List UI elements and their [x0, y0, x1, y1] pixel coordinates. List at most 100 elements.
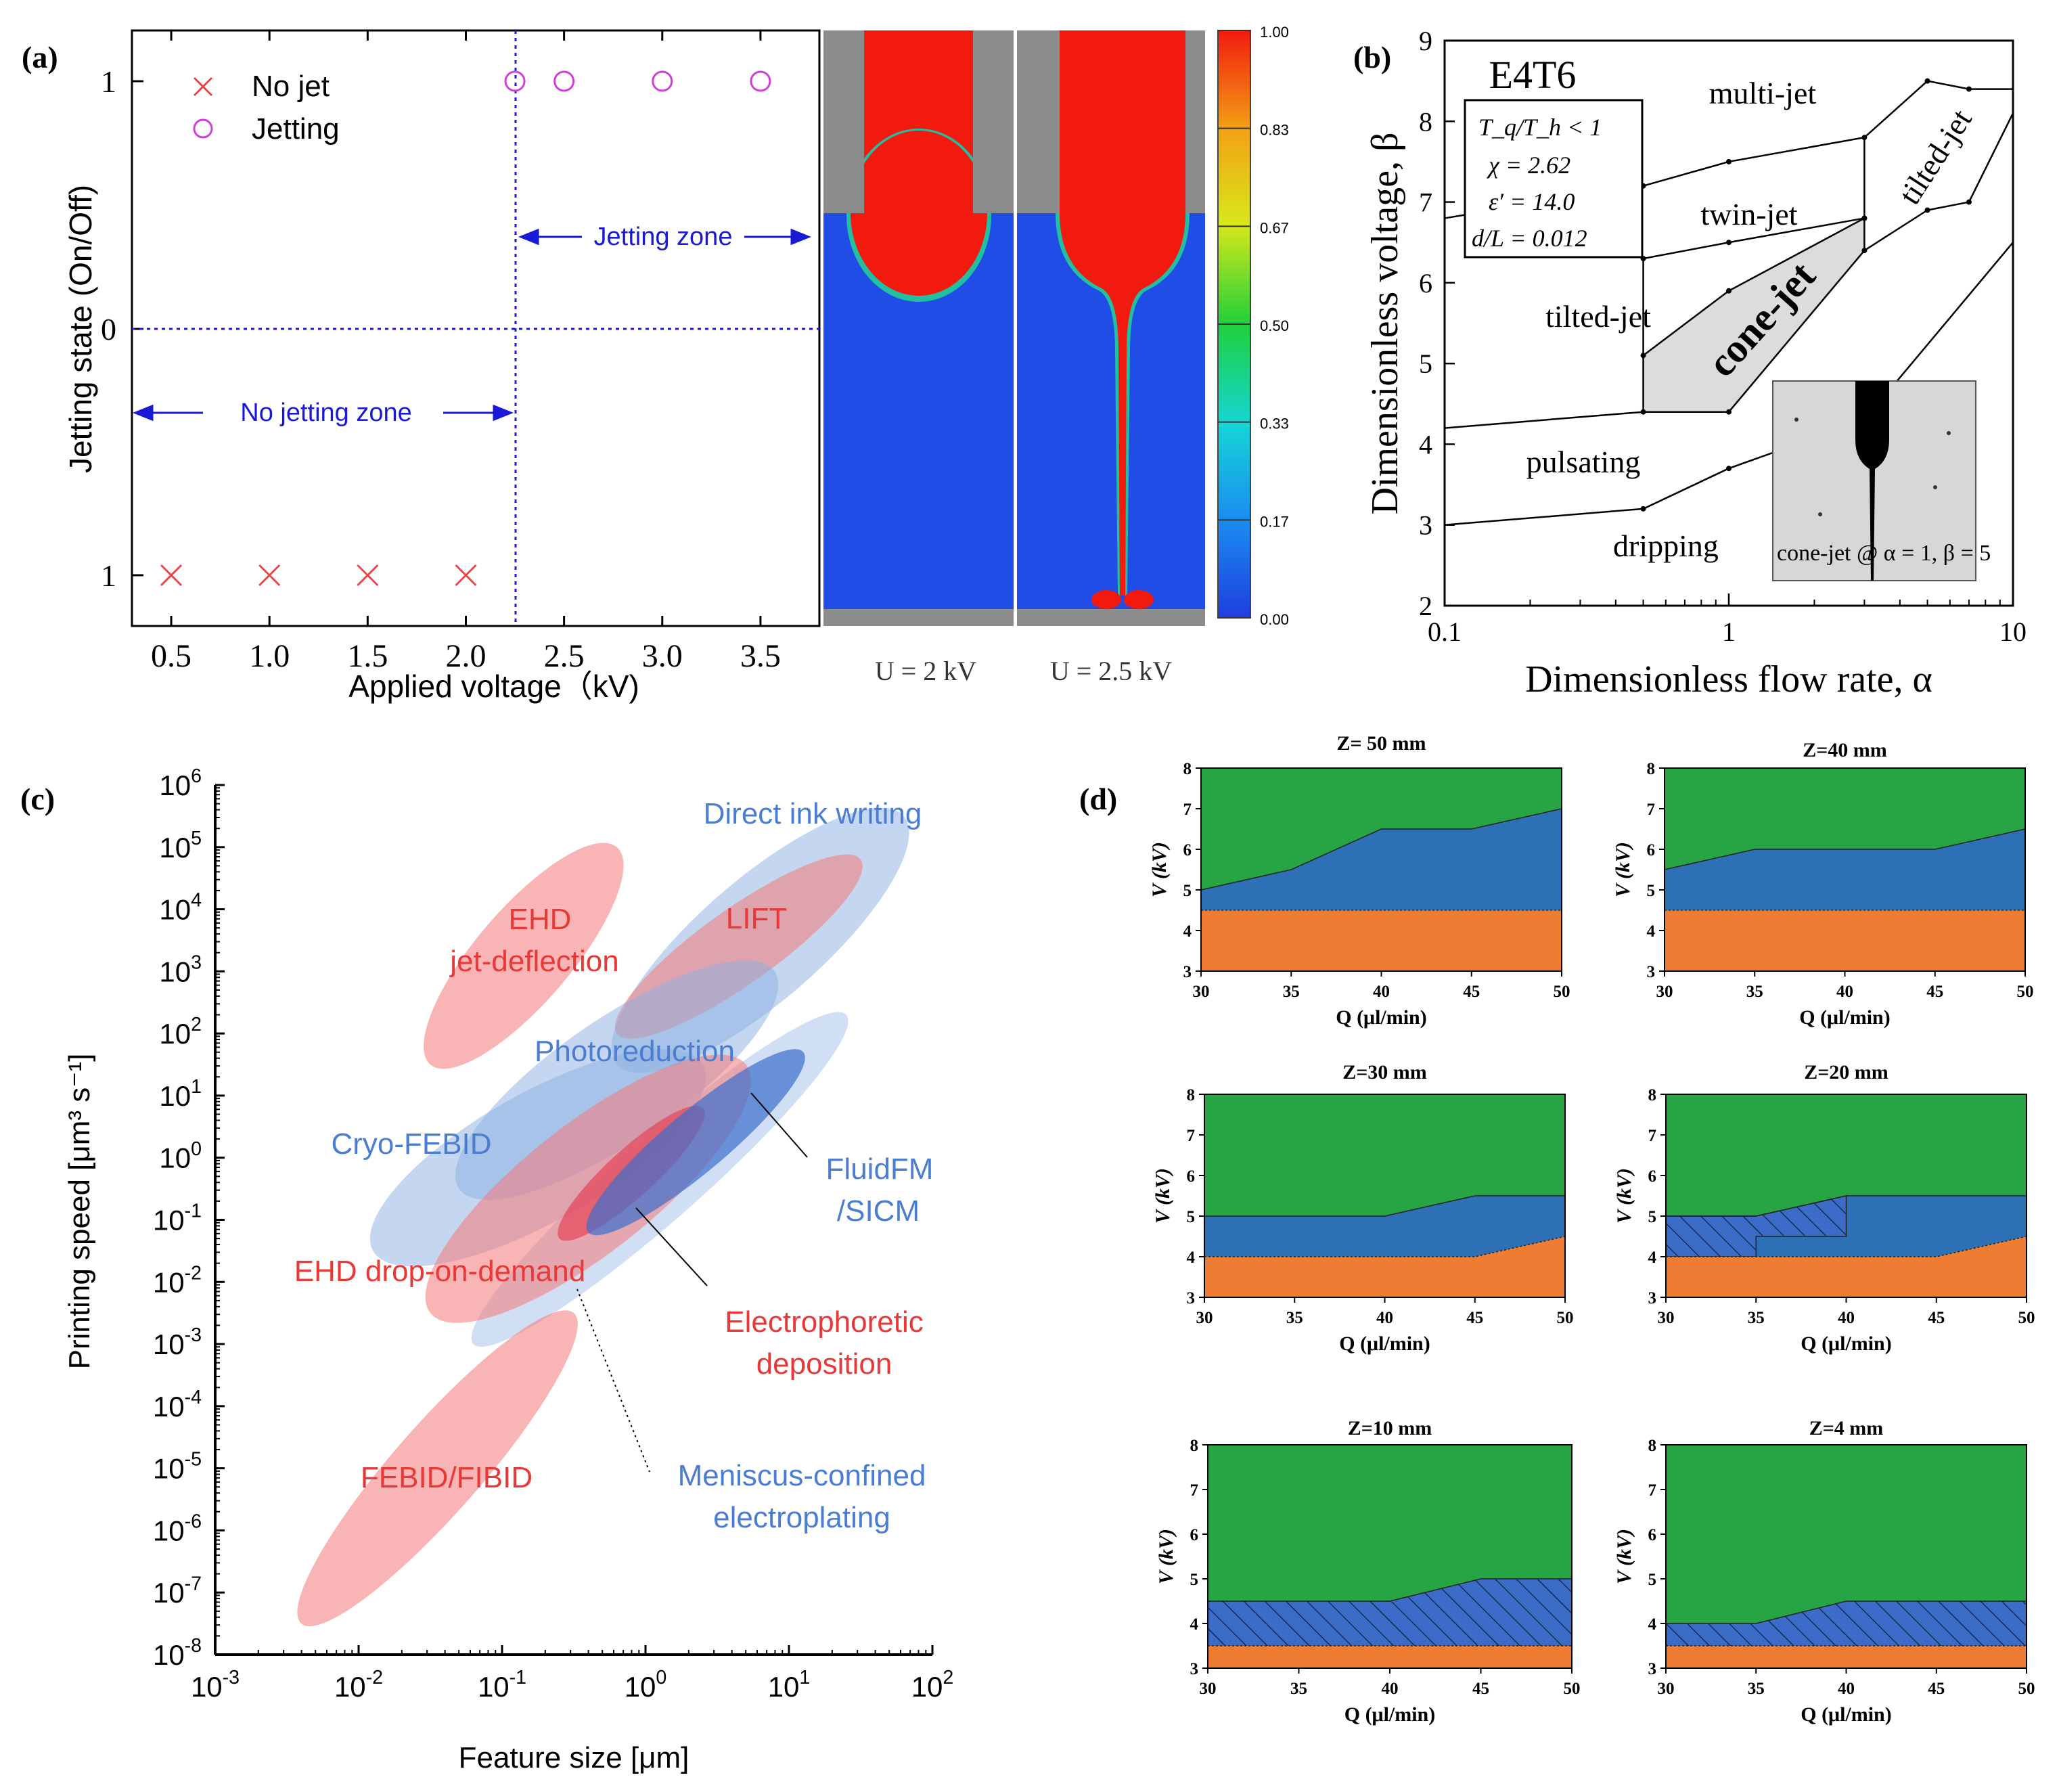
dripping-region	[1201, 910, 1562, 971]
phase-map-title: Z=40 mm	[1803, 739, 1887, 761]
panel-b-y-label: Dimensionless voltage, β	[1364, 132, 1406, 514]
label-cryo-febid: Cryo-FEBID	[331, 1127, 491, 1161]
y-tick-label: 7	[1648, 1127, 1657, 1145]
x-tick-label: 30	[1658, 1309, 1675, 1327]
x-tick-label: 45	[1926, 983, 1943, 1001]
x-tick-label: 35	[1748, 1309, 1765, 1327]
x-tick-label: 3.5	[740, 638, 781, 674]
region-tilted-jet-left: tilted-jet	[1545, 299, 1651, 334]
y-tick-label: 5	[1648, 1208, 1657, 1226]
x-stroke	[357, 564, 379, 587]
jetting-point	[553, 70, 575, 92]
x-tick-label: 50	[1557, 1309, 1574, 1327]
dripping-region	[1666, 1236, 2027, 1297]
legend-box-line-4: d/L = 0.012	[1472, 225, 1587, 252]
x-tick-label: 30	[1656, 983, 1673, 1001]
label-ehd-drop-on-demand: EHD drop-on-demand	[294, 1255, 585, 1288]
simulation-2kv	[823, 30, 1014, 626]
x-tick-label: 45	[1463, 983, 1480, 1001]
y-tick-label: 3	[1187, 1289, 1196, 1307]
label-fluidfm-2: /SICM	[837, 1194, 920, 1228]
colorbar-tick-label: 1.00	[1260, 24, 1289, 41]
panel-c-ticks: 106 105 104 103 102 101 100 10-1 10-2 10-3 10-4 10-…	[153, 765, 953, 1703]
x-tick-label: 45	[1472, 1680, 1489, 1698]
label-meniscus-1: Meniscus-confined	[678, 1459, 926, 1492]
x-tick-label: 40	[1836, 983, 1853, 1001]
x-axis-label: Q (μl/min)	[1801, 1703, 1892, 1726]
x-tick-label: 2.0	[445, 638, 486, 674]
x-tick-label: 40	[1373, 983, 1390, 1001]
boundary-node	[1924, 207, 1930, 213]
label-photoreduction: Photoreduction	[535, 1035, 735, 1068]
x-tick-label: 10-2	[334, 1667, 383, 1703]
y-tick-label: 3	[1648, 1289, 1657, 1307]
x-tick-label: 30	[1193, 983, 1210, 1001]
region-pulsating: pulsating	[1526, 445, 1641, 479]
panel-a-y-ticks: 1 0 1	[101, 64, 143, 593]
no-jetting-zone-label: No jetting zone	[240, 399, 412, 427]
y-tick-label: 102	[159, 1014, 202, 1050]
y-tick-label: 5	[1419, 349, 1432, 379]
y-axis-label: V (kV)	[1613, 1168, 1635, 1224]
panel-a-x-ticks: 0.5 1.0 1.5 2.0 2.5 3.0 3.5	[151, 30, 781, 674]
boundary-node	[1966, 199, 1972, 205]
boundary-node	[1726, 466, 1732, 472]
sim-caption-2kv: U = 2 kV	[875, 656, 976, 686]
dripping-region	[1208, 1646, 1572, 1668]
x-tick-label: 10	[1999, 617, 2027, 647]
panel-b-x-label: Dimensionless flow rate, α	[1525, 658, 1932, 700]
x-tick-label: 45	[1928, 1680, 1945, 1698]
colorbar-ticks: 1.00 0.83 0.67 0.50 0.33 0.17 0.00	[1218, 24, 1289, 628]
legend-no-jet-label: No jet	[252, 70, 330, 103]
y-tick-label: 104	[159, 890, 202, 926]
y-tick-label: 8	[1190, 1437, 1199, 1455]
y-tick-label: 4	[1187, 1249, 1196, 1267]
colorbar-tick-label: 0.83	[1260, 122, 1289, 139]
y-axis-label: V (kV)	[1148, 842, 1171, 897]
x-axis-label: Q (μl/min)	[1801, 1332, 1892, 1355]
panel-c: (c) 10610510410310210110010-110-210-310-…	[20, 765, 953, 1774]
y-tick-label: 6	[1419, 268, 1432, 298]
panel-a-legend: No jet Jetting	[193, 70, 340, 145]
y-tick-label: 10-7	[153, 1573, 202, 1609]
simulation-2-5kv	[1017, 30, 1205, 626]
y-tick-label: 10-5	[153, 1449, 202, 1485]
boundary-node	[1726, 409, 1732, 415]
colorbar-tick-label: 0.67	[1260, 219, 1289, 236]
cone-jet-inset-photo: cone-jet @ α = 1, β = 5	[1772, 380, 1991, 581]
x-axis-label: Q (μl/min)	[1799, 1006, 1891, 1029]
panel-a-data-points	[160, 70, 771, 587]
colorbar-tick-label: 0.00	[1260, 611, 1289, 628]
label-ehd-jet-deflection-2: jet-deflection	[449, 945, 618, 978]
legend-box-line-2: χ = 2.62	[1487, 152, 1570, 179]
phase-map-title: Z=10 mm	[1348, 1417, 1432, 1439]
colorbar-tick-label: 0.33	[1260, 416, 1289, 432]
x-tick-label: 35	[1283, 983, 1300, 1001]
panel-a: (a) 0.5 1.0 1.5 2.0 2.5 3.0 3.5 1 0 1 Jetting zo…	[22, 24, 1289, 704]
panel-b: (b) 2 3 4 5 6 7 8 9 0.1 1 10 multi-jet twin-jet ti…	[1353, 26, 2027, 700]
boundary-node	[1726, 240, 1732, 246]
y-tick-label: 7	[1183, 801, 1192, 819]
upper-boundary-line	[1666, 1600, 2027, 1624]
y-tick-label: 103	[159, 951, 202, 987]
y-tick-label: 7	[1187, 1127, 1196, 1145]
y-tick-label: 106	[159, 765, 202, 801]
y-tick-label: 0	[101, 312, 116, 346]
x-tick-label: 101	[768, 1667, 811, 1703]
region-tilted-jet-upper: tilted-jet	[1892, 103, 1978, 210]
jetting-zone-arrow	[518, 228, 812, 246]
no-jet-point	[160, 564, 183, 587]
colorbar-tick-label: 0.17	[1260, 513, 1289, 530]
y-tick-label: 10-6	[153, 1511, 202, 1547]
no-jet-point	[455, 564, 477, 587]
x-tick-label: 50	[2017, 983, 2034, 1001]
boundary-node	[1640, 506, 1646, 512]
y-tick-label: 8	[1648, 1086, 1657, 1104]
x-tick-label: 50	[2018, 1680, 2035, 1698]
region-twin-jet: twin-jet	[1700, 197, 1797, 231]
panel-b-label: (b)	[1353, 40, 1391, 74]
y-tick-label: 101	[159, 1076, 202, 1112]
phase-map-title: Z=4 mm	[1809, 1417, 1884, 1439]
x-tick-label: 0.1	[1428, 617, 1462, 647]
